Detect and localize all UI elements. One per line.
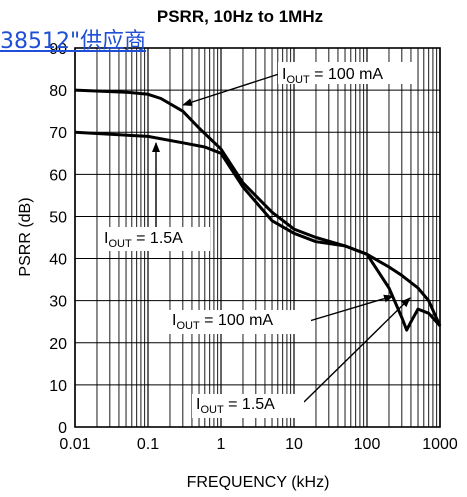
chart-title: PSRR, 10Hz to 1MHz xyxy=(157,7,323,26)
y-tick-label: 40 xyxy=(49,252,67,269)
annotation-label: IOUT = 100 mA xyxy=(172,312,273,332)
series-lines xyxy=(74,88,442,332)
y-tick-label: 30 xyxy=(49,294,67,311)
y-tick-label: 60 xyxy=(49,167,67,184)
y-axis-label: PSRR (dB) xyxy=(17,197,34,276)
annotation-label: IOUT = 1.5A xyxy=(196,396,275,416)
y-tick-label: 70 xyxy=(49,125,67,142)
annotation-bg xyxy=(168,310,311,334)
annotation-leader xyxy=(303,297,411,403)
y-tick-label: 80 xyxy=(49,83,67,100)
y-tick-label: 0 xyxy=(58,420,67,437)
x-tick-label: 1 xyxy=(217,436,226,453)
tick-labels: 0.01 0.1 1 10 100 1000 0 10 20 30 40 50 60 70 80 90 xyxy=(49,41,458,453)
x-tick-label: 100 xyxy=(354,436,381,453)
x-tick-label: 0.1 xyxy=(137,436,159,453)
plot-frame xyxy=(74,47,441,428)
y-tick-label: 20 xyxy=(49,336,67,353)
x-tick-label: 0.01 xyxy=(59,436,90,453)
annotation-bg xyxy=(192,394,304,418)
annotation-leader xyxy=(305,294,394,323)
y-tick-label: 90 xyxy=(49,41,67,58)
annotation-label: IOUT = 1.5A xyxy=(104,230,183,250)
overlay-link[interactable]: 38512"供应商 xyxy=(0,29,147,54)
x-axis-label: FREQUENCY (kHz) xyxy=(187,474,330,491)
annotation-bg xyxy=(278,62,416,84)
annotations: IOUT = 100 mA IOUT = 1.5A IOUT = 100 mA IOU… xyxy=(100,62,416,418)
annotation-leader xyxy=(182,72,283,107)
series-line-1-5a xyxy=(74,130,442,332)
x-tick-label: 10 xyxy=(285,436,303,453)
annotation-bg xyxy=(100,227,210,251)
y-tick-label: 10 xyxy=(49,378,67,395)
series-line-100ma xyxy=(74,88,442,327)
annotation-label: IOUT = 100 mA xyxy=(282,66,383,86)
x-tick-label: 1000 xyxy=(422,436,458,453)
y-tick-label: 50 xyxy=(49,209,67,226)
